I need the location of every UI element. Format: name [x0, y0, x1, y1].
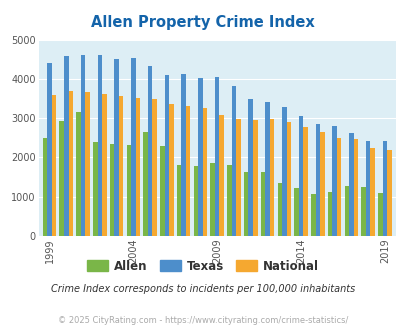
Bar	[59, 121, 64, 236]
Bar	[131, 58, 135, 236]
Bar	[64, 56, 68, 236]
Bar	[185, 106, 190, 236]
Bar	[68, 91, 73, 236]
Bar	[164, 75, 169, 236]
Bar	[277, 183, 281, 236]
Bar	[298, 116, 303, 236]
Bar	[210, 163, 214, 236]
Bar	[214, 77, 219, 236]
Bar	[303, 127, 307, 236]
Bar	[248, 99, 252, 236]
Bar	[152, 99, 156, 236]
Bar	[198, 79, 202, 236]
Bar	[81, 54, 85, 236]
Bar	[97, 54, 102, 236]
Bar	[43, 138, 47, 236]
Bar	[160, 147, 164, 236]
Text: Allen Property Crime Index: Allen Property Crime Index	[91, 15, 314, 30]
Bar	[147, 66, 152, 236]
Bar	[353, 139, 357, 236]
Bar	[281, 107, 286, 236]
Bar	[126, 145, 131, 236]
Bar	[236, 118, 240, 236]
Bar	[177, 165, 181, 236]
Bar	[243, 172, 248, 236]
Bar	[348, 133, 353, 236]
Bar	[143, 132, 147, 236]
Bar	[386, 150, 391, 236]
Bar	[264, 102, 269, 236]
Bar	[294, 188, 298, 236]
Bar	[47, 63, 51, 236]
Bar	[76, 112, 81, 236]
Bar	[227, 165, 231, 236]
Bar	[344, 186, 348, 236]
Bar	[332, 126, 336, 236]
Bar	[181, 74, 185, 236]
Text: © 2025 CityRating.com - https://www.cityrating.com/crime-statistics/: © 2025 CityRating.com - https://www.city…	[58, 316, 347, 325]
Bar	[336, 138, 341, 236]
Bar	[169, 104, 173, 236]
Bar	[252, 120, 257, 236]
Bar	[360, 187, 365, 236]
Bar	[102, 94, 107, 236]
Bar	[51, 95, 56, 236]
Bar	[365, 141, 369, 236]
Bar	[286, 122, 290, 236]
Bar	[114, 59, 119, 236]
Bar	[260, 172, 264, 236]
Bar	[310, 194, 315, 236]
Bar	[369, 148, 374, 236]
Bar	[269, 119, 274, 236]
Bar	[193, 166, 198, 236]
Bar	[377, 193, 382, 236]
Bar	[382, 141, 386, 236]
Text: Crime Index corresponds to incidents per 100,000 inhabitants: Crime Index corresponds to incidents per…	[51, 284, 354, 294]
Legend: Allen, Texas, National: Allen, Texas, National	[82, 255, 323, 278]
Bar	[231, 86, 236, 236]
Bar	[119, 96, 123, 236]
Bar	[85, 92, 90, 236]
Bar	[219, 115, 224, 236]
Bar	[93, 142, 97, 236]
Bar	[319, 132, 324, 236]
Bar	[315, 124, 319, 236]
Bar	[135, 98, 140, 236]
Bar	[109, 144, 114, 236]
Bar	[327, 192, 332, 236]
Bar	[202, 108, 207, 236]
